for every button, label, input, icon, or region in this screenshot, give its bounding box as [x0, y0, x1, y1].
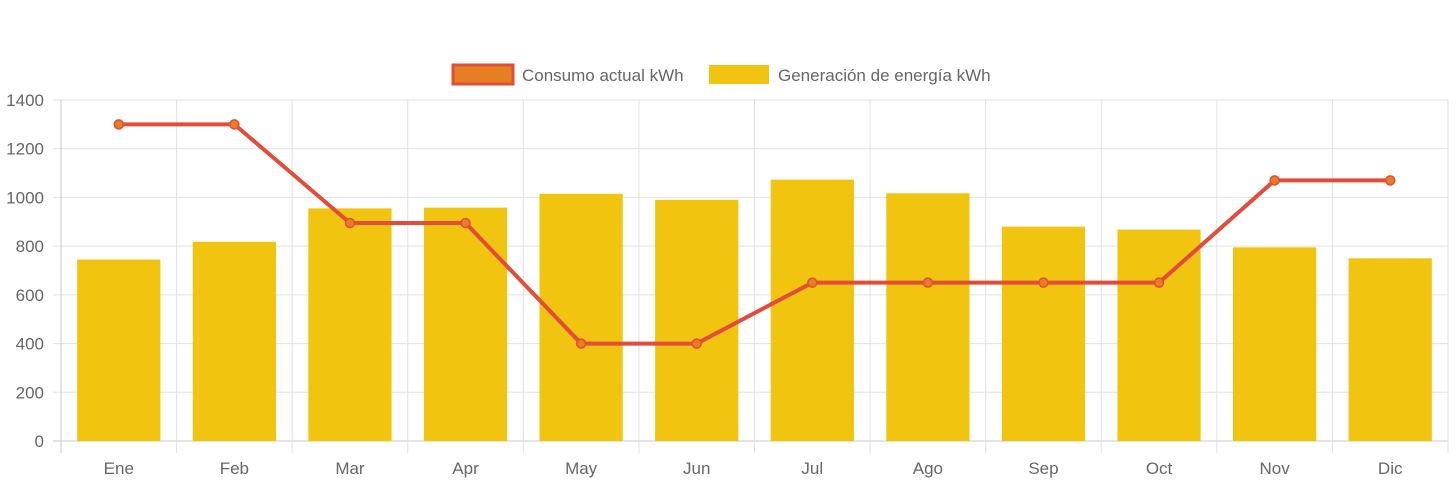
x-tick-label: Nov: [1260, 459, 1291, 478]
y-tick-label: 1000: [6, 188, 44, 207]
point-mar[interactable]: [344, 217, 356, 229]
x-tick-label: Dic: [1378, 459, 1403, 478]
grid: [53, 99, 1449, 453]
point-jun[interactable]: [691, 338, 702, 349]
legend-swatch-generacion[interactable]: [709, 65, 769, 84]
x-tick-label: Ene: [104, 459, 134, 478]
bar-ago[interactable]: [886, 193, 970, 441]
x-tick-label: Mar: [335, 459, 365, 478]
legend-label-generacion[interactable]: Generación de energía kWh: [778, 66, 991, 85]
x-axis: Ene Feb Mar Apr May Jun Jul Ago Sep Oct Nov Dic: [104, 459, 1403, 478]
point-jul[interactable]: [807, 277, 818, 288]
x-tick-label: Feb: [220, 459, 249, 478]
point-dic[interactable]: [1384, 175, 1396, 186]
bar-jun[interactable]: [655, 199, 739, 441]
bar-ene[interactable]: [77, 259, 161, 441]
y-tick-label: 800: [16, 237, 44, 256]
bar-oct[interactable]: [1117, 229, 1201, 441]
bar-series: [77, 179, 1432, 441]
point-may[interactable]: [575, 338, 587, 349]
y-tick-label: 200: [16, 383, 44, 402]
bar-dic[interactable]: [1348, 258, 1432, 441]
bar-apr[interactable]: [423, 207, 508, 441]
y-tick-label: 1400: [6, 91, 44, 110]
legend[interactable]: Consumo actual kWh Generación de energía…: [451, 63, 991, 86]
point-apr[interactable]: [460, 217, 471, 229]
point-ago[interactable]: [922, 277, 934, 288]
bar-sep[interactable]: [1001, 226, 1086, 441]
y-tick-label: 600: [16, 286, 44, 305]
consumo-line: [118, 122, 1391, 346]
y-axis: 0 200 400 600 800 1000 1200 1400: [6, 91, 44, 451]
x-tick-label: Jun: [683, 459, 710, 478]
x-tick-label: Apr: [452, 459, 479, 478]
point-ene[interactable]: [113, 119, 125, 130]
bar-jul[interactable]: [770, 179, 854, 441]
x-tick-label: Oct: [1146, 459, 1173, 478]
x-tick-label: May: [565, 459, 598, 478]
point-sep[interactable]: [1038, 277, 1049, 288]
x-tick-label: Sep: [1028, 459, 1058, 478]
bar-nov[interactable]: [1233, 247, 1317, 441]
bar-feb[interactable]: [192, 241, 276, 441]
bar-mar[interactable]: [308, 208, 392, 441]
line-series: [113, 119, 1396, 349]
point-feb[interactable]: [229, 119, 240, 130]
y-tick-label: 0: [35, 432, 44, 451]
legend-label-consumo[interactable]: Consumo actual kWh: [522, 66, 684, 85]
y-tick-label: 1200: [6, 140, 44, 159]
point-nov[interactable]: [1269, 175, 1280, 186]
y-tick-label: 400: [16, 335, 44, 354]
x-tick-label: Ago: [913, 459, 943, 478]
legend-swatch-consumo[interactable]: [451, 63, 515, 86]
bar-may[interactable]: [539, 193, 623, 441]
point-oct[interactable]: [1153, 277, 1165, 288]
x-tick-label: Jul: [801, 459, 823, 478]
